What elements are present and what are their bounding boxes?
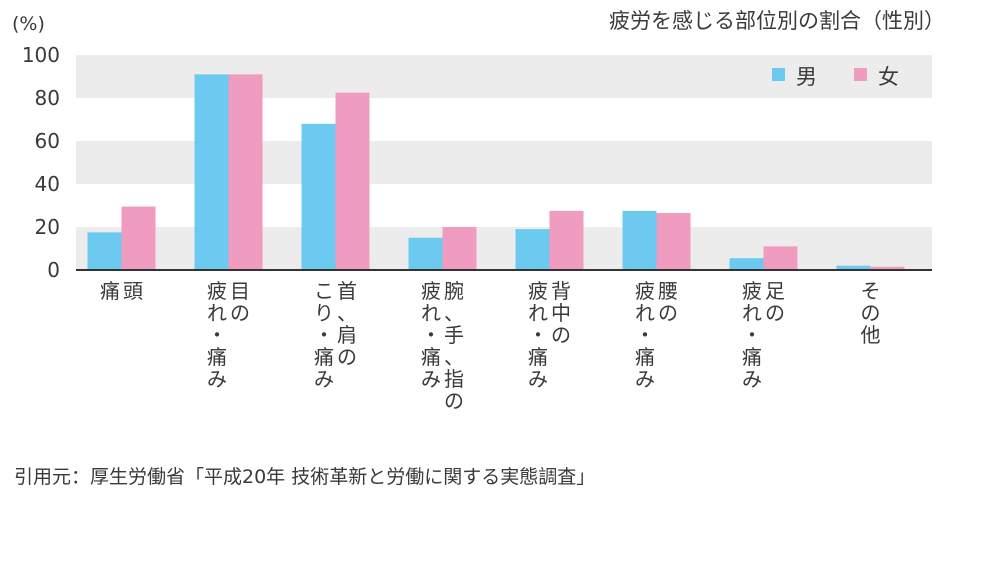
category-label: 足の [765,279,785,325]
y-axis-ticks: 0 20 40 60 80 100 [22,43,60,282]
bar-male [515,229,550,270]
category-label: こり・痛み [314,279,334,391]
bar-female [442,227,477,270]
category-label: 痛 [100,279,120,303]
bar-male [729,258,764,270]
bar-female [656,213,691,270]
legend-label: 男 [796,65,817,89]
bar-male [301,123,336,270]
category-label: その他 [861,279,881,347]
y-tick-label: 100 [22,43,60,67]
category-label: 首、肩の [337,279,357,369]
bar-female [870,266,905,270]
category-label: 背中の [551,279,571,347]
bar-chart: (%) 疲労を感じる部位別の割合（性別） 020406080100 男女 頭痛目… [12,9,945,413]
source-citation: 引用元：厚生労働省「平成20年 技術革新と労働に関する実態調査」 [14,466,596,488]
category-labels: 頭痛 目の疲れ・痛み首、肩のこり・痛み腕、手、指の疲れ・痛み背中の疲れ・痛み腰の疲… [100,279,881,413]
y-tick-label: 40 [35,172,60,196]
chart-title: 疲労を感じる部位別の割合（性別） [609,9,945,33]
bar-male [408,237,443,270]
y-tick-label: 60 [35,129,60,153]
legend: 男女 [772,65,899,89]
category-label: 目の [230,279,250,325]
y-tick-label: 20 [35,215,60,239]
bar-male [622,210,657,270]
y-tick-label: 80 [35,86,60,110]
bar-female [335,92,370,270]
legend-swatch [772,68,785,81]
legend-label: 女 [878,65,899,89]
category-label: 疲れ・痛み [635,279,655,391]
category-label: 頭 [123,279,143,303]
bar-female [549,210,584,270]
bar-male [194,74,229,270]
category-label: 疲れ・痛み [421,279,441,391]
bar-male [836,265,871,270]
y-tick-label: 0 [47,258,60,282]
bar-male [87,232,122,270]
category-label: 腰の [658,279,678,325]
bar-female [121,206,156,270]
bar-female [763,246,798,270]
y-axis-unit-label: (%) [12,13,45,35]
bar-female [228,74,263,270]
category-label: 疲れ・痛み [207,279,227,391]
category-label: 疲れ・痛み [528,279,548,391]
legend-swatch [854,68,867,81]
category-label: 腕、手、指の [444,279,464,413]
category-label: 疲れ・痛み [742,279,762,391]
bars [87,74,905,270]
